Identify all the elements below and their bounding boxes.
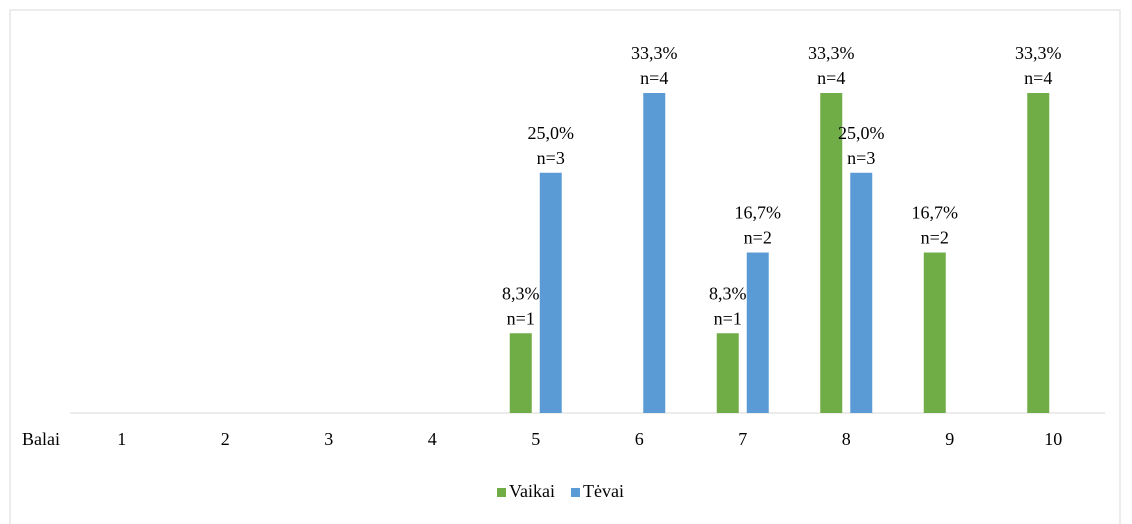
x-axis-label: Balai [22, 429, 60, 449]
x-tick-label: 7 [738, 429, 747, 449]
value-label: 16,7% [912, 203, 959, 223]
chart-frame [9, 9, 1121, 524]
value-label: 8,3% [709, 283, 747, 303]
value-label: 25,0% [528, 123, 575, 143]
x-tick-label: 5 [531, 429, 540, 449]
n-label: n=2 [744, 228, 772, 248]
bar [923, 252, 946, 413]
n-label: n=4 [1024, 68, 1052, 88]
n-label: n=1 [714, 308, 742, 328]
x-tick-label: 2 [221, 429, 230, 449]
value-label: 16,7% [735, 203, 782, 223]
n-label: n=3 [847, 148, 875, 168]
x-tick-label: 6 [635, 429, 644, 449]
bar [643, 93, 666, 413]
n-label: n=3 [537, 148, 565, 168]
legend-label: Tėvai [583, 481, 624, 501]
x-tick-label: 1 [117, 429, 126, 449]
bar [1027, 93, 1050, 413]
bar [820, 93, 843, 413]
legend-label: Vaikai [509, 481, 555, 501]
legend-swatch [570, 488, 580, 497]
bar [539, 172, 562, 413]
n-label: n=4 [817, 68, 845, 88]
value-label: 8,3% [502, 283, 540, 303]
x-tick-label: 8 [842, 429, 851, 449]
x-tick-label: 3 [324, 429, 333, 449]
bar [509, 333, 532, 413]
value-label: 33,3% [631, 43, 678, 63]
value-label: 33,3% [1015, 43, 1062, 63]
n-label: n=4 [640, 68, 668, 88]
x-tick-label: 4 [428, 429, 437, 449]
bar [716, 333, 739, 413]
x-tick-label: 10 [1044, 429, 1062, 449]
legend-swatch [497, 488, 506, 497]
bar [850, 172, 873, 413]
n-label: n=1 [507, 308, 535, 328]
bar [746, 252, 769, 413]
value-label: 25,0% [838, 123, 885, 143]
value-label: 33,3% [808, 43, 855, 63]
n-label: n=2 [921, 228, 949, 248]
x-tick-label: 9 [945, 429, 954, 449]
